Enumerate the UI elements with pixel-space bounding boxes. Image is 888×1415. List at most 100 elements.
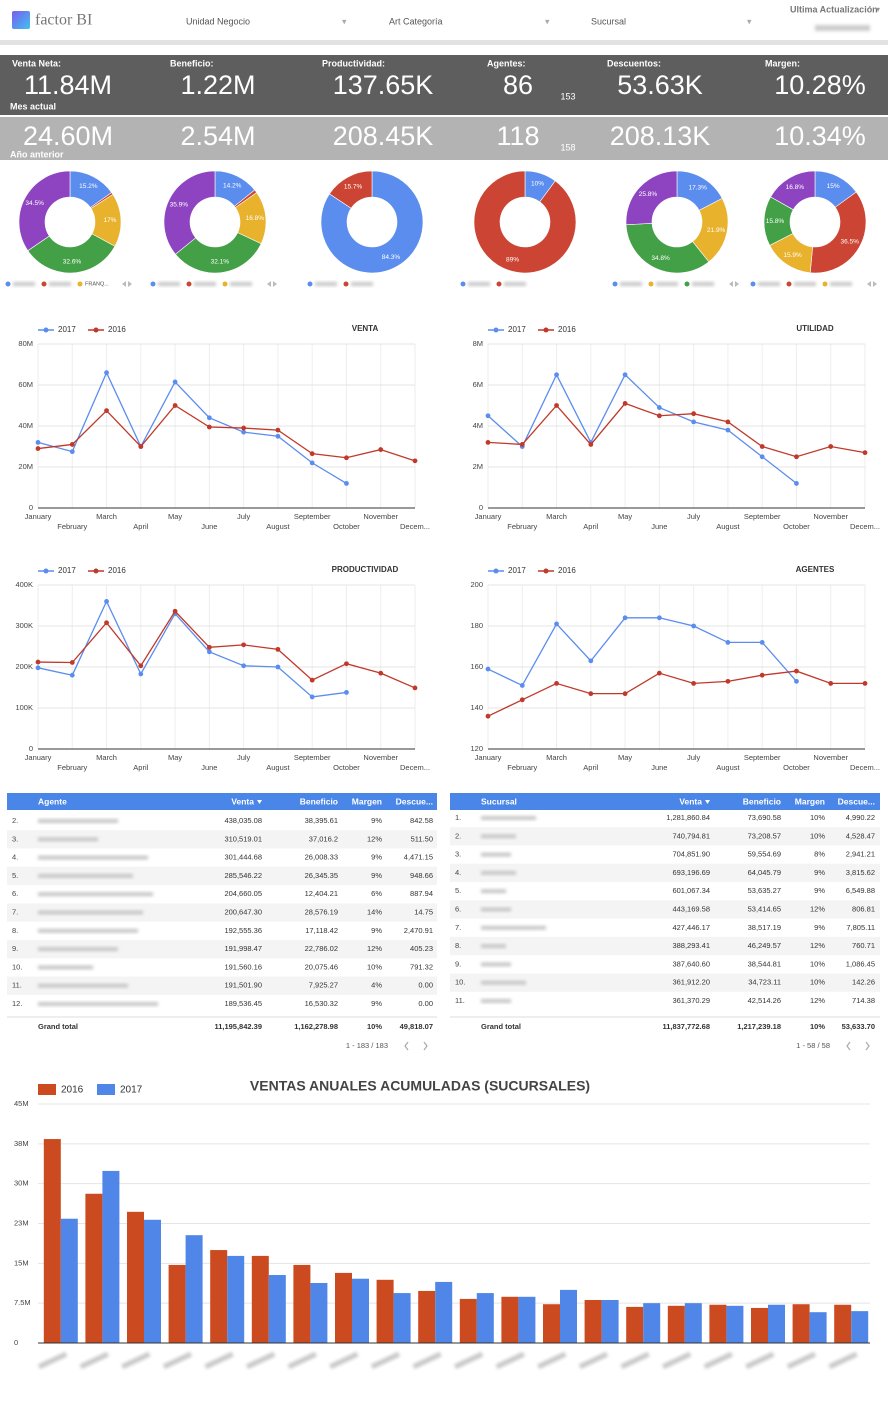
blurred-text bbox=[38, 965, 93, 970]
table-cell: 4% bbox=[371, 981, 382, 990]
data-point bbox=[519, 442, 525, 447]
x-tick-label: January bbox=[475, 512, 502, 521]
legend-next[interactable] bbox=[128, 281, 132, 287]
x-tick-label: May bbox=[168, 512, 182, 521]
y-tick-label: 200 bbox=[470, 580, 483, 589]
data-point bbox=[35, 665, 41, 671]
data-point bbox=[104, 370, 109, 376]
blurred-text bbox=[49, 282, 71, 286]
data-point bbox=[759, 640, 765, 645]
data-point bbox=[622, 401, 628, 406]
legend-dot bbox=[496, 281, 502, 287]
page-prev[interactable] bbox=[404, 1041, 409, 1051]
pie-label: 16.8% bbox=[786, 184, 805, 191]
data-point bbox=[309, 451, 315, 457]
legend-dot bbox=[684, 281, 690, 287]
update-label: Ultima Actualización bbox=[790, 4, 878, 14]
table-header[interactable]: Venta bbox=[231, 796, 254, 806]
y-tick-label: 0 bbox=[29, 744, 33, 753]
bar bbox=[144, 1219, 161, 1343]
series-line bbox=[487, 670, 865, 717]
table-cell: 26,345.35 bbox=[305, 871, 338, 880]
table-cell: 204,660.05 bbox=[224, 889, 262, 898]
data-point bbox=[241, 429, 247, 435]
table-cell: 6% bbox=[371, 889, 382, 898]
filter[interactable]: Sucursal bbox=[591, 16, 626, 26]
x-tick-label: March bbox=[96, 753, 117, 762]
bar bbox=[102, 1170, 120, 1343]
legend-next[interactable] bbox=[735, 281, 739, 287]
table-cell: 9% bbox=[371, 816, 382, 825]
table-cell: 740,794.81 bbox=[672, 831, 710, 840]
legend-next[interactable] bbox=[273, 281, 277, 287]
data-point bbox=[206, 644, 212, 650]
data-point bbox=[862, 681, 868, 686]
table-cell: 12,404.21 bbox=[305, 889, 338, 898]
legend-label: 2016 bbox=[108, 325, 126, 334]
page-next[interactable] bbox=[865, 1041, 870, 1051]
legend-prev[interactable] bbox=[267, 281, 271, 287]
series-line bbox=[37, 371, 347, 484]
data-point bbox=[309, 694, 315, 700]
table-cell: 73,690.58 bbox=[748, 813, 781, 822]
blurred-text bbox=[481, 944, 506, 949]
table-header[interactable]: Descue... bbox=[396, 796, 433, 806]
filter-arrow[interactable]: ▾ bbox=[545, 16, 550, 26]
table-header[interactable]: Beneficio bbox=[743, 796, 781, 806]
x-tick-label: Decem... bbox=[850, 763, 880, 772]
data-point bbox=[138, 671, 144, 677]
table-cell: 791.32 bbox=[410, 962, 433, 971]
data-point bbox=[828, 444, 834, 449]
filter-arrow[interactable]: ▾ bbox=[747, 16, 752, 26]
legend-prev[interactable] bbox=[729, 281, 733, 287]
table-cell: 760.71 bbox=[852, 941, 875, 950]
table-header[interactable]: Margen bbox=[352, 796, 382, 806]
update-arrow[interactable]: ▾ bbox=[876, 5, 880, 14]
x-tick-label: March bbox=[96, 512, 117, 521]
data-point bbox=[275, 427, 281, 433]
table-cell: 842.58 bbox=[410, 816, 433, 825]
row-stripe bbox=[450, 936, 880, 956]
data-point bbox=[206, 415, 212, 421]
filter[interactable]: Unidad Negocio bbox=[186, 16, 250, 26]
table-cell: 7,925.27 bbox=[309, 981, 338, 990]
page-next[interactable] bbox=[423, 1041, 428, 1051]
filter-arrow[interactable]: ▾ bbox=[342, 16, 347, 26]
table-header[interactable]: Beneficio bbox=[300, 796, 338, 806]
legend-prev[interactable] bbox=[867, 281, 871, 287]
table-header[interactable]: Descue... bbox=[838, 796, 875, 806]
legend-next[interactable] bbox=[873, 281, 877, 287]
legend-dot bbox=[186, 281, 192, 287]
kpi-previous: 2.54M bbox=[180, 121, 255, 151]
kpi-current: 11.84M bbox=[24, 70, 112, 100]
bar bbox=[726, 1305, 744, 1343]
blurred-text bbox=[481, 999, 511, 1003]
legend-dot bbox=[343, 281, 349, 287]
bar bbox=[809, 1312, 827, 1343]
table-cell: 16,530.32 bbox=[305, 999, 338, 1008]
filter[interactable]: Art Categoría bbox=[389, 16, 443, 26]
page-prev[interactable] bbox=[846, 1041, 851, 1051]
legend-prev[interactable] bbox=[122, 281, 126, 287]
row-stripe bbox=[7, 939, 437, 959]
blurred-text bbox=[656, 282, 678, 286]
table-header[interactable]: Margen bbox=[795, 796, 825, 806]
x-tick-label: June bbox=[651, 763, 667, 772]
bar bbox=[227, 1255, 245, 1343]
pie-label: 17% bbox=[103, 217, 116, 224]
legend-dot bbox=[493, 568, 499, 574]
y-tick-label: 7.5M bbox=[14, 1298, 31, 1307]
pie-label: 21.9% bbox=[707, 227, 726, 234]
pie-label: 34.8% bbox=[651, 255, 670, 262]
blurred-text bbox=[38, 1351, 68, 1370]
pie-label: 32.6% bbox=[63, 259, 82, 266]
data-point bbox=[656, 615, 662, 621]
total-cell: 11,195,842.39 bbox=[214, 1022, 262, 1031]
pie-label: 15.8% bbox=[766, 218, 785, 225]
y-tick-label: 120 bbox=[470, 744, 483, 753]
table-cell: 22,786.02 bbox=[305, 944, 338, 953]
row-index: 6. bbox=[455, 904, 461, 913]
table-header[interactable]: Venta bbox=[679, 796, 702, 806]
table-cell: 3,815.62 bbox=[846, 868, 875, 877]
y-tick-label: 200K bbox=[15, 662, 33, 671]
